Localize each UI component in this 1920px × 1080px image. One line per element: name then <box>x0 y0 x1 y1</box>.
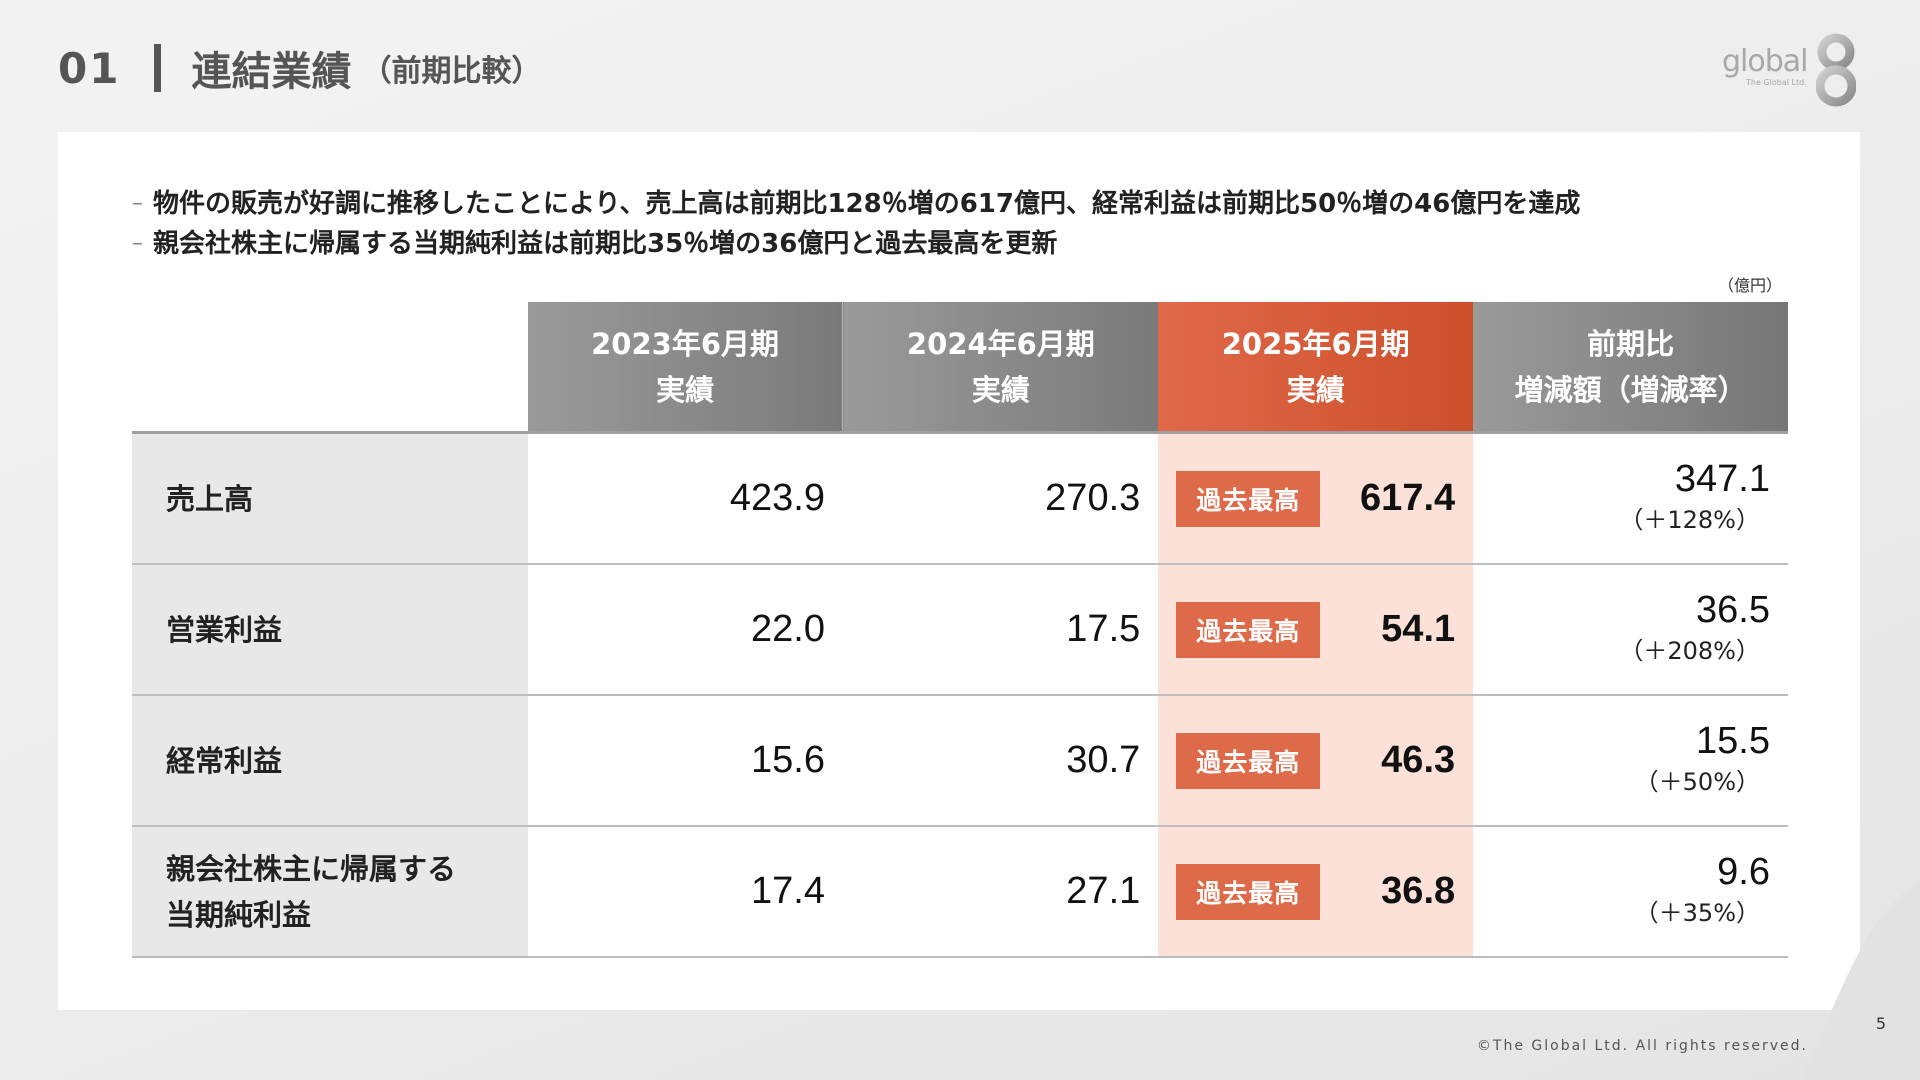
change-rate: （＋128%） <box>1619 505 1760 534</box>
header-label: 実績 <box>656 372 715 407</box>
header-blank <box>132 302 528 433</box>
page-number: 5 <box>1875 1014 1886 1033</box>
value-fy2024: 270.3 <box>842 431 1159 564</box>
row-label-line: 当期純利益 <box>166 897 312 932</box>
value-fy2024: 27.1 <box>842 825 1159 958</box>
logo-mark-icon <box>1816 33 1856 107</box>
record-high-badge: 過去最高 <box>1176 863 1321 920</box>
change-cell: 36.5 （＋208%） <box>1473 563 1788 695</box>
change-rate: （＋50%） <box>1634 767 1760 796</box>
change-amount: 9.6 <box>1717 850 1770 893</box>
bullet-item: – 親会社株主に帰属する当期純利益は前期比35％増の36億円と過去最高を更新 <box>132 224 1580 264</box>
logo-tagline: The Global Ltd. <box>1746 78 1807 87</box>
change-cell: 347.1 （＋128%） <box>1473 431 1788 564</box>
bullet-dash: – <box>132 191 143 216</box>
value-fy2023: 423.9 <box>527 431 843 564</box>
header-label: 2023年6月期 <box>591 326 780 361</box>
summary-bullets: – 物件の販売が好調に推移したことにより、売上高は前期比128％増の617億円、… <box>132 184 1580 264</box>
company-logo: global The Global Ltd. <box>1718 30 1858 110</box>
row-label-line: 親会社株主に帰属する <box>166 851 457 886</box>
table-row: 親会社株主に帰属する 当期純利益 17.4 27.1 過去最高 36.8 9.6… <box>132 825 1788 958</box>
table-row: 経常利益 15.6 30.7 過去最高 46.3 15.5 （＋50%） <box>132 694 1788 826</box>
row-label: 親会社株主に帰属する 当期純利益 <box>132 825 528 958</box>
value-fy2025-cell: 過去最高 36.8 <box>1158 825 1474 958</box>
unit-label: （億円） <box>1717 276 1782 295</box>
value-fy2025: 36.8 <box>1381 870 1456 912</box>
header-fy2024: 2024年6月期 実績 <box>842 302 1159 433</box>
title-divider <box>154 44 162 92</box>
copyright-text: ©The Global Ltd. All rights reserved. <box>1476 1038 1808 1054</box>
logo-wordmark: global <box>1722 44 1808 79</box>
row-label-line: 営業利益 <box>166 612 283 647</box>
header-change: 前期比 増減額（増減率） <box>1473 302 1788 433</box>
value-fy2025-cell: 過去最高 617.4 <box>1158 431 1474 564</box>
bullet-dash: – <box>132 231 143 256</box>
page-title: 連結業績 <box>191 49 352 95</box>
header-label: 前期比 <box>1587 326 1675 361</box>
header-label: 実績 <box>1286 372 1345 407</box>
row-label-line: 売上高 <box>166 481 254 516</box>
header-label: 実績 <box>971 372 1030 407</box>
header-fy2023: 2023年6月期 実績 <box>527 302 843 433</box>
header-label: 増減額（増減率） <box>1514 372 1747 407</box>
table-row: 営業利益 22.0 17.5 過去最高 54.1 36.5 （＋208%） <box>132 563 1788 695</box>
change-cell: 15.5 （＋50%） <box>1473 694 1788 826</box>
value-fy2025: 54.1 <box>1381 608 1456 650</box>
performance-table: 2023年6月期 実績 2024年6月期 実績 2025年6月期 実績 前期比 … <box>132 302 1788 958</box>
header-label: 2024年6月期 <box>906 326 1095 361</box>
header-fy2025: 2025年6月期 実績 <box>1158 302 1474 433</box>
record-high-badge: 過去最高 <box>1176 601 1321 658</box>
value-fy2025: 617.4 <box>1360 477 1456 519</box>
table-header-row: 2023年6月期 実績 2024年6月期 実績 2025年6月期 実績 前期比 … <box>132 302 1788 433</box>
change-cell: 9.6 （＋35%） <box>1473 825 1788 958</box>
section-number: 01 <box>58 43 121 93</box>
bullet-text: 物件の販売が好調に推移したことにより、売上高は前期比128％増の617億円、経常… <box>153 189 1581 219</box>
value-fy2023: 17.4 <box>527 825 843 958</box>
change-rate: （＋35%） <box>1634 898 1760 927</box>
change-amount: 347.1 <box>1674 457 1770 500</box>
row-label: 営業利益 <box>132 563 528 695</box>
value-fy2024: 17.5 <box>842 563 1159 695</box>
value-fy2023: 22.0 <box>527 563 843 695</box>
value-fy2025: 46.3 <box>1381 739 1456 781</box>
value-fy2023: 15.6 <box>527 694 843 826</box>
row-label: 売上高 <box>132 431 528 564</box>
value-fy2024: 30.7 <box>842 694 1159 826</box>
change-amount: 36.5 <box>1696 588 1770 631</box>
bullet-item: – 物件の販売が好調に推移したことにより、売上高は前期比128％増の617億円、… <box>132 184 1580 224</box>
value-fy2025-cell: 過去最高 54.1 <box>1158 563 1474 695</box>
record-high-badge: 過去最高 <box>1176 470 1321 527</box>
change-rate: （＋208%） <box>1619 636 1760 665</box>
header-label: 2025年6月期 <box>1221 326 1410 361</box>
value-fy2025-cell: 過去最高 46.3 <box>1158 694 1474 826</box>
slide-header: 01 連結業績 （前期比較） <box>58 38 541 98</box>
page-subtitle: （前期比較） <box>361 54 542 89</box>
record-high-badge: 過去最高 <box>1176 732 1321 789</box>
row-label: 経常利益 <box>132 694 528 826</box>
change-amount: 15.5 <box>1696 719 1770 762</box>
decorative-swoosh <box>1800 880 1920 1080</box>
table-row: 売上高 423.9 270.3 過去最高 617.4 347.1 （＋128%） <box>132 431 1788 564</box>
bullet-text: 親会社株主に帰属する当期純利益は前期比35％増の36億円と過去最高を更新 <box>153 229 1058 259</box>
content-card: – 物件の販売が好調に推移したことにより、売上高は前期比128％増の617億円、… <box>58 132 1860 1010</box>
row-label-line: 経常利益 <box>166 743 283 778</box>
